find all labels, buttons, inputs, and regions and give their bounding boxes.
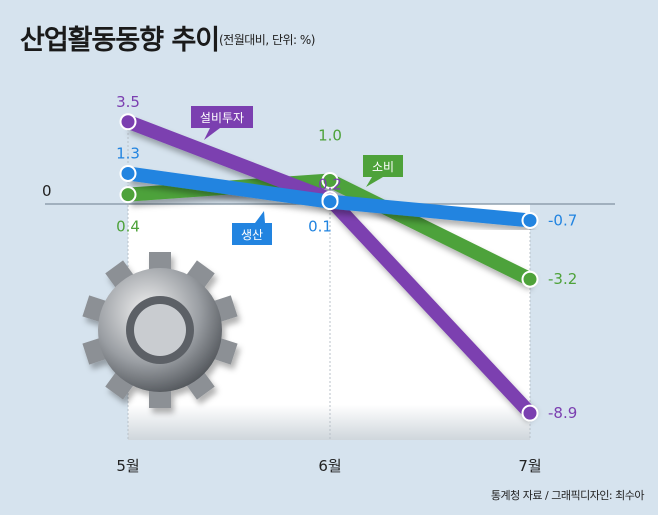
source-credit: 통계청 자료 / 그래픽디자인: 최수아 bbox=[490, 489, 645, 502]
x-tick-label: 7월 bbox=[518, 457, 541, 475]
data-point-소비 bbox=[119, 186, 137, 204]
data-label-생산: -0.7 bbox=[548, 211, 577, 229]
data-point-설비투자 bbox=[119, 113, 137, 131]
data-label-소비: -3.2 bbox=[548, 270, 577, 288]
data-point-생산 bbox=[521, 211, 539, 229]
legend-callout-소비: 소비 bbox=[363, 155, 403, 187]
data-label-설비투자: 3.5 bbox=[116, 93, 140, 111]
data-label-생산: 0.1 bbox=[308, 218, 332, 236]
data-label-소비: 0.4 bbox=[116, 218, 140, 236]
x-tick-label: 6월 bbox=[318, 457, 341, 475]
data-point-설비투자 bbox=[521, 404, 539, 422]
legend-label: 설비투자 bbox=[200, 111, 244, 125]
legend-callout-생산: 생산 bbox=[232, 211, 272, 245]
data-label-소비: 1.0 bbox=[318, 127, 342, 145]
gear-icon bbox=[82, 252, 238, 408]
data-label-설비투자: 0.2 bbox=[318, 175, 342, 193]
legend-callout-설비투자: 설비투자 bbox=[191, 106, 253, 140]
data-point-생산 bbox=[119, 164, 137, 182]
legend-label: 소비 bbox=[372, 160, 394, 174]
data-point-소비 bbox=[521, 270, 539, 288]
data-label-생산: 1.3 bbox=[116, 144, 140, 162]
data-point-소비 bbox=[321, 172, 339, 189]
chart-title: 산업활동동향 추이 bbox=[20, 25, 220, 56]
data-label-설비투자: -8.9 bbox=[548, 404, 577, 422]
zero-label: 0 bbox=[42, 182, 52, 200]
data-point-생산 bbox=[321, 193, 339, 211]
chart-subtitle: (전월대비, 단위: %) bbox=[219, 33, 316, 47]
legend-label: 생산 bbox=[241, 228, 263, 242]
x-tick-label: 5월 bbox=[116, 457, 139, 475]
